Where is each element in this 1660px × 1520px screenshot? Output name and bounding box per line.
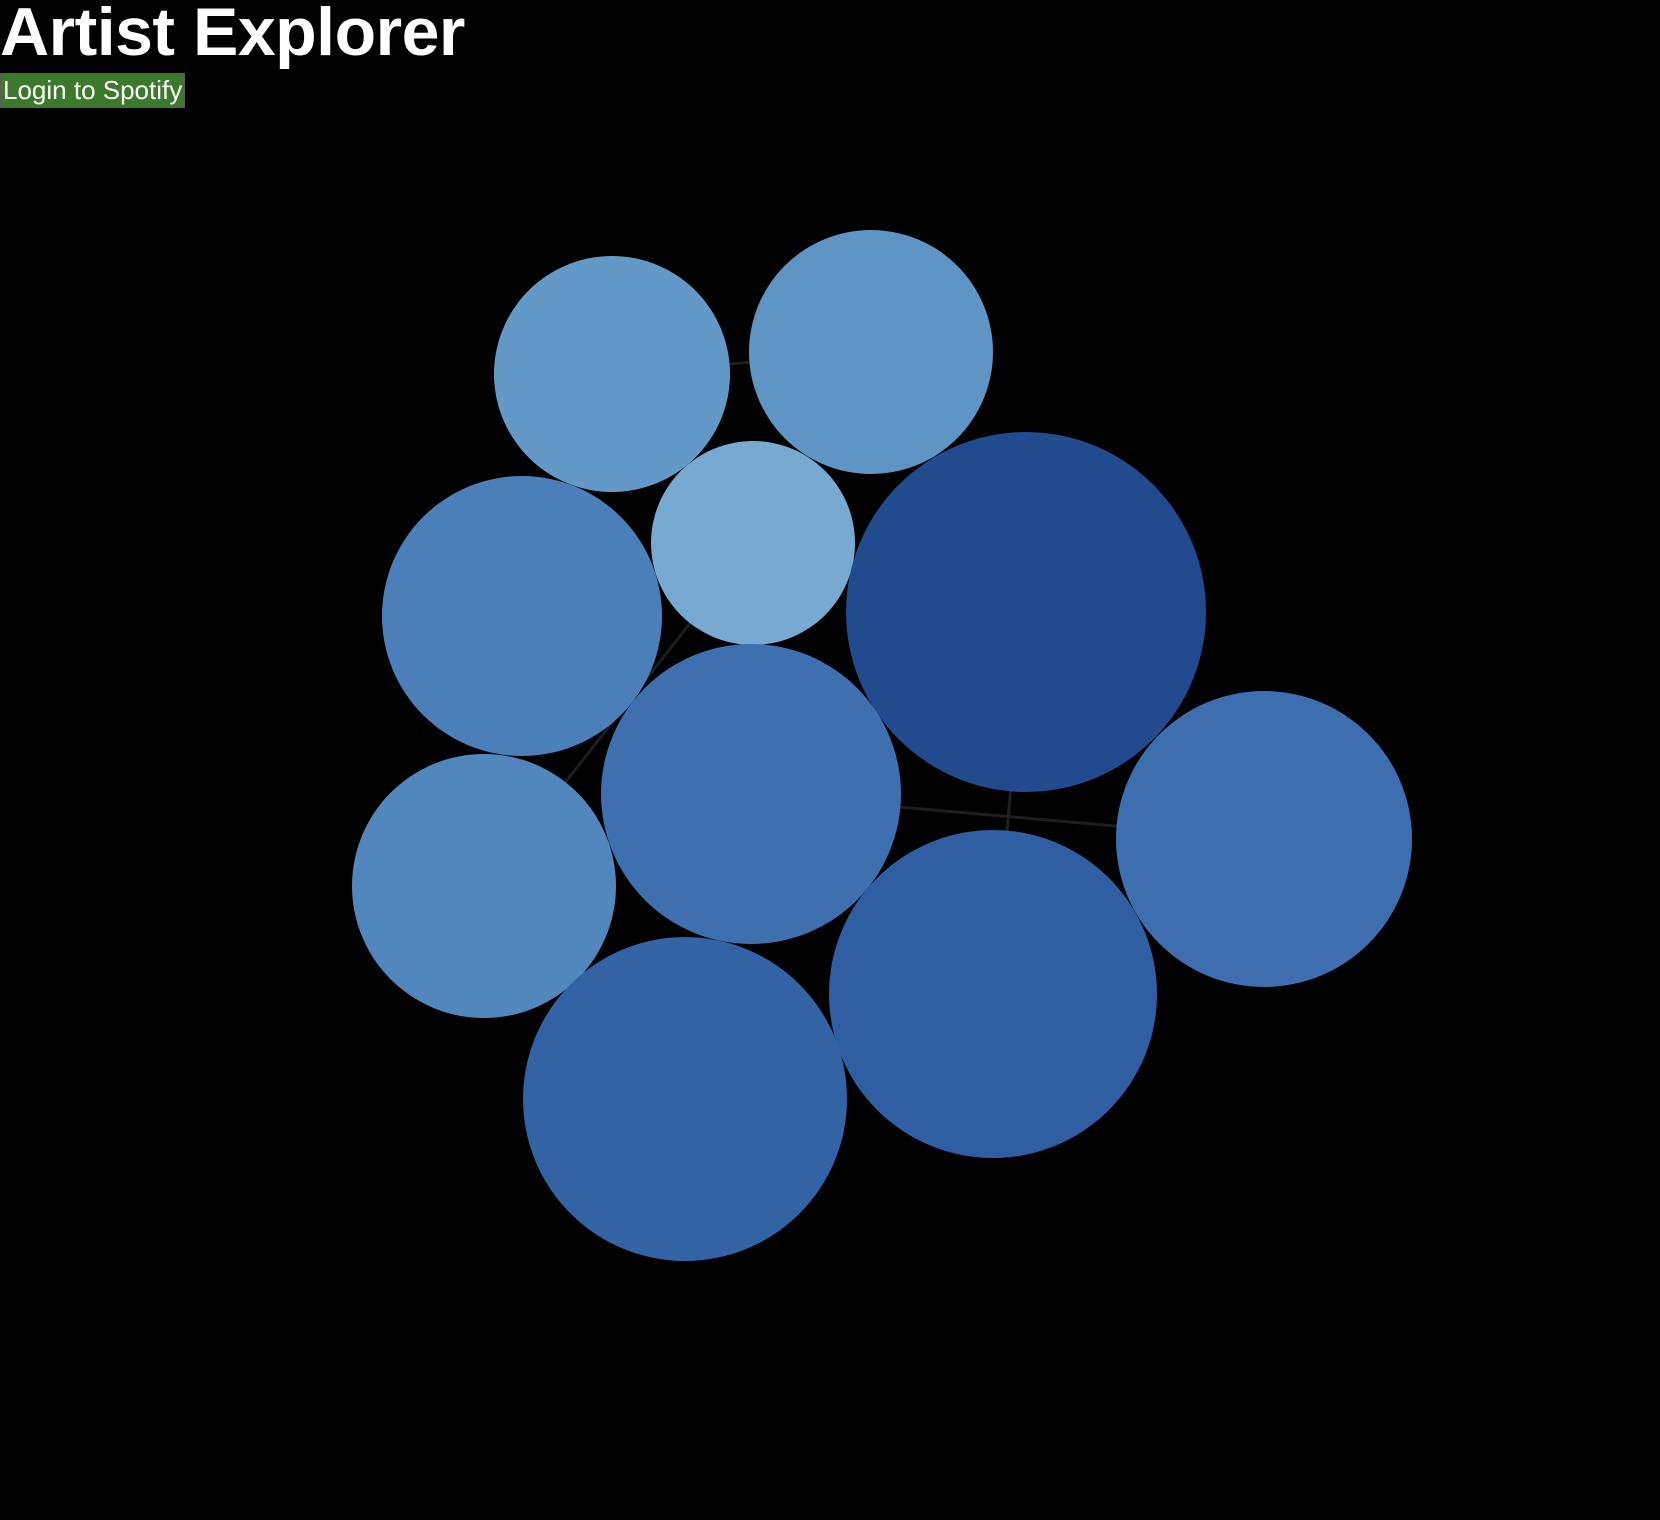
artist-node-artist-10[interactable] [523, 937, 847, 1261]
page-title: Artist Explorer [0, 0, 465, 70]
artist-node-artist-5[interactable] [846, 432, 1206, 792]
artist-node-artist-4[interactable] [382, 476, 662, 756]
artist-node-artist-7[interactable] [352, 754, 616, 1018]
artist-node-artist-9[interactable] [829, 830, 1157, 1158]
artist-node-artist-1[interactable] [494, 256, 730, 492]
artist-node-artist-3[interactable] [651, 441, 855, 645]
artist-node-artist-6[interactable] [601, 644, 901, 944]
artist-node-artist-2[interactable] [749, 230, 993, 474]
login-to-spotify-button[interactable]: Login to Spotify [0, 73, 186, 108]
graph-nodes[interactable] [352, 230, 1412, 1261]
artist-node-artist-8[interactable] [1116, 691, 1412, 987]
